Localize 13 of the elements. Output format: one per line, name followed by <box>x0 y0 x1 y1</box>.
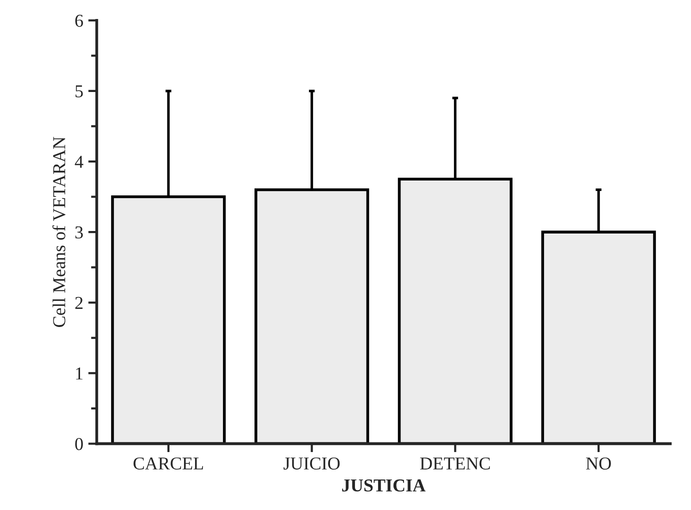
y-tick-label: 0 <box>75 438 83 450</box>
x-tick-label: DETENC <box>420 457 490 470</box>
x-tick-label: JUICIO <box>284 457 340 470</box>
x-axis-title: JUSTICIA <box>342 479 426 492</box>
y-tick-label: 6 <box>75 14 84 27</box>
x-tick-label: NO <box>586 457 611 470</box>
y-tick-label: 4 <box>74 156 84 168</box>
y-tick-label: 5 <box>76 85 83 98</box>
y-tick-label: 2 <box>75 296 83 309</box>
x-tick-label: CARCEL <box>134 457 203 470</box>
y-axis-title: Cell Means of VETARAN <box>52 136 66 327</box>
y-tick-label: 1 <box>76 367 82 380</box>
y-tick-label: 3 <box>75 226 83 238</box>
